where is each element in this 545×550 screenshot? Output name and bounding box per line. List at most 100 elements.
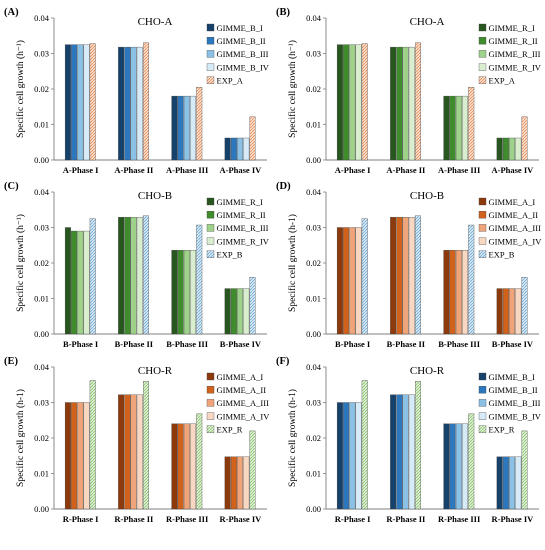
bar-gimme-a-ii-4 [230, 456, 237, 510]
panel-label: (E) [4, 356, 19, 367]
bar-gimme-r-i-4 [224, 288, 231, 335]
panel-label: (F) [276, 356, 290, 367]
bar-exp-a-3 [196, 87, 203, 161]
bar-gimme-r-iii-4 [509, 137, 516, 161]
bar-gimme-b-i-2 [390, 394, 397, 510]
y-tick-label: 0.00 [306, 329, 321, 339]
legend: GIMME_R_I GIMME_R_II GIMME_R_III GIMME_R_IV… [206, 197, 270, 260]
bar-gimme-r-iii-2 [130, 217, 137, 335]
bar-gimme-r-i-1 [64, 227, 71, 335]
legend-entry: GIMME_R_II [489, 36, 538, 46]
panel-label: (D) [276, 181, 291, 192]
bar-exp-r-1 [89, 380, 96, 510]
x-tick-label: A-Phase II [386, 165, 426, 175]
bar-exp-a-2 [415, 42, 421, 161]
bar-gimme-b-iv-1 [83, 44, 90, 161]
legend-entry: EXP_R [217, 425, 243, 435]
bar-gimme-a-iii-2 [130, 394, 137, 510]
bar-gimme-r-iv-2 [408, 46, 415, 161]
bar-gimme-a-i-1 [336, 227, 343, 335]
y-tick-label: 0.00 [34, 504, 49, 514]
y-tick-label: 0.00 [306, 504, 321, 514]
legend-entry: GIMME_A_I [489, 197, 536, 207]
legend-swatch [478, 250, 487, 258]
legend-entry: GIMME_R_IV [217, 236, 270, 246]
x-tick-label: B-Phase II [115, 339, 154, 349]
legend-entry: EXP_A [217, 76, 244, 86]
x-tick-label: B-Phase I [335, 339, 371, 349]
bar-gimme-b-ii-4 [502, 456, 509, 510]
legend: GIMME_B_I GIMME_B_II GIMME_B_III GIMME_B_IV… [206, 23, 270, 86]
bar-exp-a-1 [361, 43, 368, 161]
bar-exp-a-1 [89, 43, 96, 161]
y-tick-label: 0.02 [306, 433, 321, 443]
legend-entry: GIMME_R_IV [489, 62, 542, 72]
bar-gimme-a-iv-4 [515, 288, 522, 335]
bar-gimme-a-iii-1 [77, 402, 84, 510]
bar-exp-r-4 [521, 430, 528, 510]
bar-exp-r-1 [361, 380, 368, 510]
bar-gimme-b-ii-3 [449, 423, 456, 510]
y-axis-label: Specific cell growth (h-1) [287, 214, 298, 312]
bar-gimme-b-i-2 [118, 46, 125, 161]
bar-gimme-a-ii-3 [449, 250, 456, 335]
bar-gimme-a-iv-1 [355, 227, 362, 335]
x-tick-label: A-Phase I [335, 165, 371, 175]
y-tick-label: 0.03 [34, 223, 49, 233]
bar-gimme-r-i-2 [390, 46, 397, 161]
bar-exp-r-2 [415, 381, 421, 510]
y-tick-label: 0.04 [34, 13, 50, 23]
legend-swatch [206, 399, 215, 407]
y-tick-label: 0.03 [34, 49, 49, 59]
bar-gimme-a-iii-2 [402, 217, 409, 335]
x-tick-label: A-Phase II [114, 165, 154, 175]
legend-swatch [206, 425, 215, 433]
bar-gimme-a-iii-3 [455, 250, 462, 335]
bar-gimme-a-i-4 [496, 288, 503, 335]
bar-gimme-r-iv-4 [243, 288, 250, 335]
legend-entry: GIMME_R_I [489, 23, 535, 33]
y-tick-label: 0.04 [306, 362, 322, 372]
legend: GIMME_R_I GIMME_R_II GIMME_R_III GIMME_R_IV… [478, 23, 542, 86]
chart-panel-1: (A) CHO-A Specific cell growth (h⁻¹) 0.00 0.… [4, 7, 270, 175]
chart-title: CHO-A [138, 16, 173, 28]
bar-gimme-r-iv-3 [462, 95, 469, 161]
legend-swatch [478, 399, 487, 407]
legend-swatch [206, 237, 215, 245]
bar-gimme-b-iii-1 [77, 44, 84, 161]
chart-title: CHO-R [138, 365, 173, 377]
legend-entry: GIMME_B_III [217, 49, 269, 59]
legend-swatch [206, 224, 215, 232]
y-tick-label: 0.03 [306, 398, 321, 408]
x-tick-label: R-Phase I [63, 514, 99, 524]
y-tick-label: 0.01 [34, 294, 49, 304]
y-tick-label: 0.00 [34, 155, 49, 165]
bar-gimme-b-ii-4 [230, 137, 237, 161]
y-axis-label: Specific cell growth (h⁻¹) [287, 40, 298, 138]
bar-gimme-r-ii-3 [177, 250, 184, 335]
bar-gimme-a-iii-1 [349, 227, 356, 335]
bar-exp-b-1 [361, 218, 368, 335]
bar-gimme-b-ii-2 [124, 46, 131, 161]
bar-exp-a-4 [249, 116, 256, 161]
legend-entry: EXP_B [217, 250, 243, 260]
bar-gimme-r-iii-3 [183, 250, 190, 335]
panel-label: (B) [276, 7, 291, 18]
bar-gimme-b-iv-3 [190, 95, 197, 161]
x-tick-label: R-Phase I [335, 514, 371, 524]
legend-swatch [206, 50, 215, 58]
bar-gimme-r-iii-4 [237, 288, 244, 335]
bar-gimme-b-iv-2 [136, 46, 143, 161]
bar-gimme-b-iii-2 [130, 46, 137, 161]
x-tick-label: R-Phase II [386, 514, 426, 524]
bar-gimme-a-iii-3 [183, 423, 190, 510]
bar-exp-b-2 [415, 215, 421, 335]
chart-panel-6: (F) CHO-R Specific cell growth (h-1) 0.00 0.… [276, 356, 542, 524]
x-tick-label: B-Phase III [166, 339, 208, 349]
y-tick-label: 0.04 [34, 362, 50, 372]
bar-gimme-a-ii-1 [71, 402, 78, 510]
legend-entry: EXP_A [489, 76, 516, 86]
legend-swatch [478, 211, 487, 219]
bar-exp-a-2 [143, 42, 149, 161]
bar-gimme-b-ii-1 [71, 44, 78, 161]
